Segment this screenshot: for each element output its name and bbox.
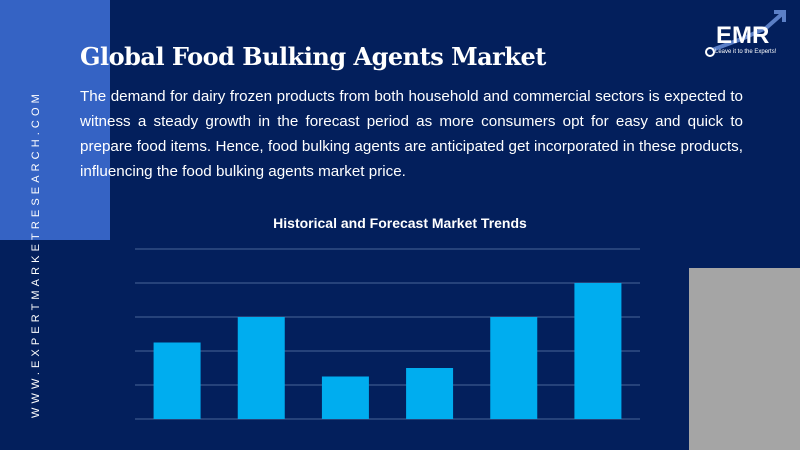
bar-2 (237, 317, 285, 419)
bar-6 (574, 283, 622, 419)
logo-text: EMR (716, 22, 770, 49)
decorative-grey-block (689, 268, 800, 450)
bar-4 (406, 368, 454, 419)
page-title: Global Food Bulking Agents Market (80, 42, 546, 71)
bar-1 (153, 342, 201, 419)
logo-arrow-icon (705, 10, 786, 57)
logo-tagline: Leave it to the Experts! (715, 49, 777, 55)
description: The demand for dairy frozen products fro… (80, 88, 743, 180)
bar-5 (490, 317, 538, 419)
emr-logo: EMR Leave it to the Experts! (704, 6, 790, 58)
chart-title: Historical and Forecast Market Trends (273, 215, 527, 231)
bar-3 (321, 376, 369, 419)
decorative-blue-block (0, 0, 110, 240)
